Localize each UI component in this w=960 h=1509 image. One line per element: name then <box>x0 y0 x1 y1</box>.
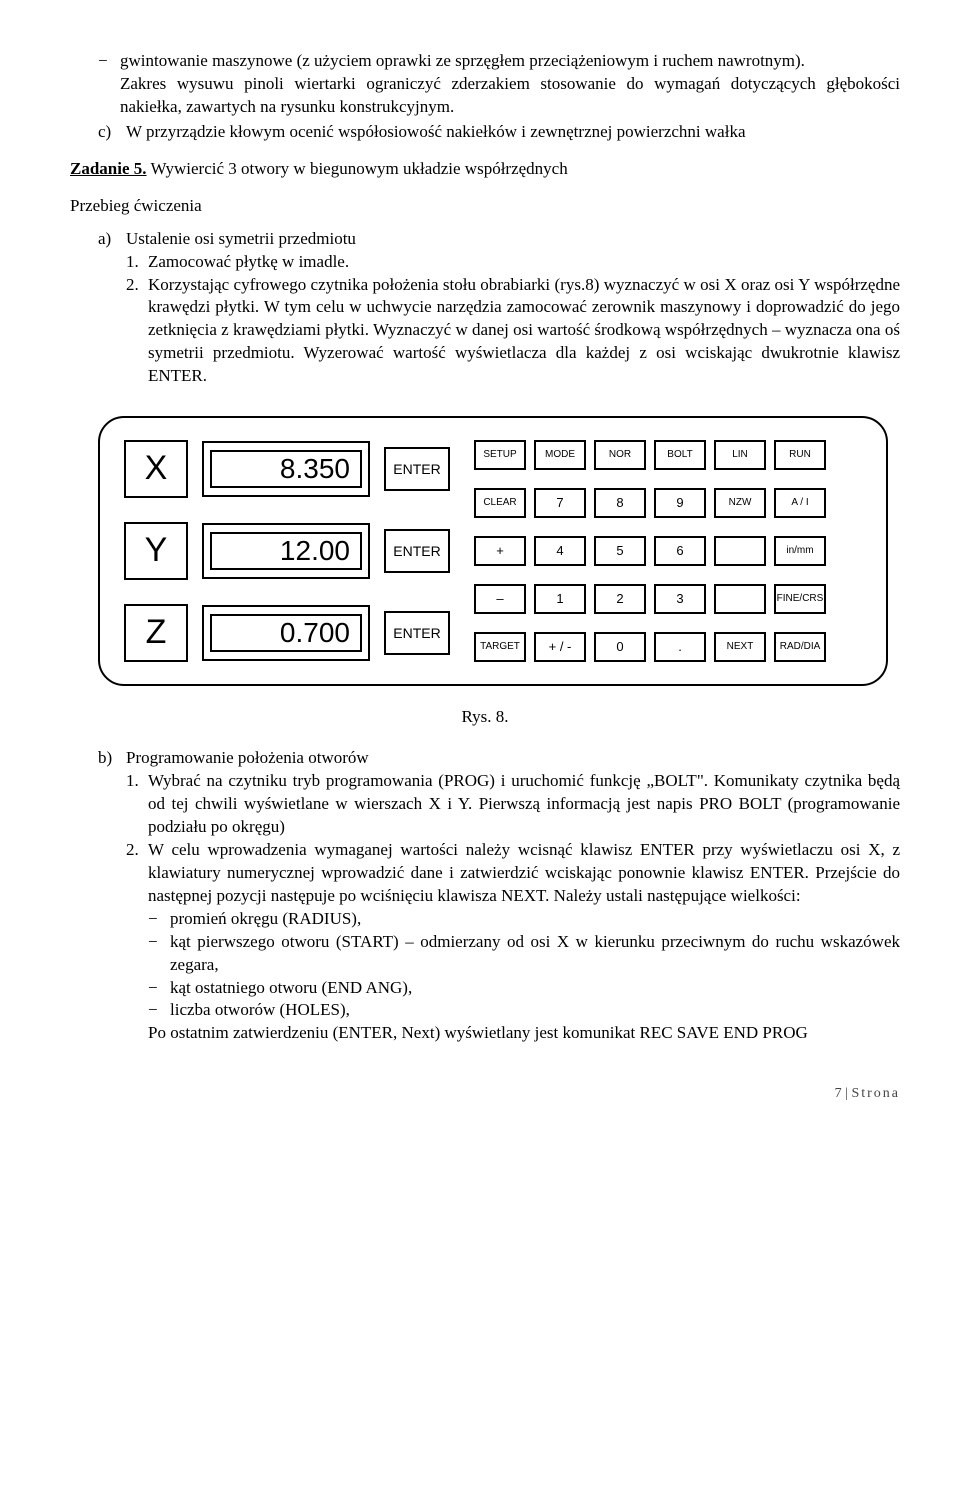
key-8[interactable]: 8 <box>594 488 646 518</box>
key-lin[interactable]: LIN <box>714 440 766 470</box>
text: Wywiercić 3 otwory w biegunowym układzie… <box>147 159 568 178</box>
page-footer: 7 | Strona <box>70 1085 900 1104</box>
enter-button[interactable]: ENTER <box>384 447 450 491</box>
text: W przyrządzie kłowym ocenić współosiowoś… <box>126 121 746 144</box>
key-blank[interactable] <box>714 584 766 614</box>
dash-bullet: − <box>98 50 120 73</box>
text: Wybrać na czytniku tryb programowania (P… <box>148 770 900 839</box>
display-y: 12.00 <box>202 523 370 579</box>
key-blank[interactable] <box>714 536 766 566</box>
key-bolt[interactable]: BOLT <box>654 440 706 470</box>
key-in-mm[interactable]: in/mm <box>774 536 826 566</box>
key-run[interactable]: RUN <box>774 440 826 470</box>
key-5[interactable]: 5 <box>594 536 646 566</box>
page-label: Strona <box>851 1086 900 1101</box>
text: kąt pierwszego otworu (START) – odmierza… <box>170 931 900 977</box>
key-1[interactable]: 1 <box>534 584 586 614</box>
dash-bullet: − <box>148 931 170 977</box>
text: W celu wprowadzenia wymaganej wartości n… <box>148 839 900 908</box>
key-clear[interactable]: CLEAR <box>474 488 526 518</box>
axis-z-button[interactable]: Z <box>124 604 188 662</box>
enter-button[interactable]: ENTER <box>384 611 450 655</box>
text: Ustalenie osi symetrii przedmiotu <box>126 228 356 251</box>
page-number: 7 | <box>835 1086 852 1101</box>
task-heading: Zadanie 5. <box>70 159 147 178</box>
dro-panel: X 8.350 ENTER Y 12.00 ENTER Z 0. 7 <box>98 416 888 686</box>
key-6[interactable]: 6 <box>654 536 706 566</box>
key-target[interactable]: TARGET <box>474 632 526 662</box>
text: Programowanie położenia otworów <box>126 747 369 770</box>
display-z: 0.700 <box>202 605 370 661</box>
text: kąt ostatniego otworu (END ANG), <box>170 977 412 1000</box>
key-0[interactable]: 0 <box>594 632 646 662</box>
key-nor[interactable]: NOR <box>594 440 646 470</box>
dash-bullet: − <box>148 908 170 931</box>
list-letter: c) <box>98 121 126 144</box>
key-[interactable]: . <box>654 632 706 662</box>
key-next[interactable]: NEXT <box>714 632 766 662</box>
text: gwintowanie maszynowe (z użyciem oprawki… <box>120 50 805 73</box>
display-x-value: 8.350 <box>210 450 362 488</box>
enter-button[interactable]: ENTER <box>384 529 450 573</box>
text: liczba otworów (HOLES), <box>170 999 350 1022</box>
text: Zamocować płytkę w imadle. <box>148 251 349 274</box>
axis-y-button[interactable]: Y <box>124 522 188 580</box>
key-[interactable]: + <box>474 536 526 566</box>
key-mode[interactable]: MODE <box>534 440 586 470</box>
key-rad-dia[interactable]: RAD/DIA <box>774 632 826 662</box>
display-x: 8.350 <box>202 441 370 497</box>
key-3[interactable]: 3 <box>654 584 706 614</box>
key-setup[interactable]: SETUP <box>474 440 526 470</box>
text: Korzystając cyfrowego czytnika położenia… <box>148 274 900 389</box>
key-2[interactable]: 2 <box>594 584 646 614</box>
text: Po ostatnim zatwierdzeniu (ENTER, Next) … <box>148 1022 900 1045</box>
display-z-value: 0.700 <box>210 614 362 652</box>
key-[interactable]: – <box>474 584 526 614</box>
key-4[interactable]: 4 <box>534 536 586 566</box>
figure-caption: Rys. 8. <box>70 706 900 729</box>
key-fine-crs[interactable]: FINE/CRS <box>774 584 826 614</box>
key-[interactable]: + / - <box>534 632 586 662</box>
display-y-value: 12.00 <box>210 532 362 570</box>
text: Przebieg ćwiczenia <box>70 195 900 218</box>
list-number: 2. <box>126 839 148 908</box>
axis-x-button[interactable]: X <box>124 440 188 498</box>
key-a-i[interactable]: A / I <box>774 488 826 518</box>
list-number: 2. <box>126 274 148 389</box>
key-7[interactable]: 7 <box>534 488 586 518</box>
text: promień okręgu (RADIUS), <box>170 908 361 931</box>
dash-bullet: − <box>148 977 170 1000</box>
list-letter: b) <box>98 747 126 770</box>
dash-bullet: − <box>148 999 170 1022</box>
list-number: 1. <box>126 251 148 274</box>
key-nzw[interactable]: NZW <box>714 488 766 518</box>
key-9[interactable]: 9 <box>654 488 706 518</box>
text: Zakres wysuwu pinoli wiertarki ograniczy… <box>120 73 900 119</box>
list-number: 1. <box>126 770 148 839</box>
list-letter: a) <box>98 228 126 251</box>
